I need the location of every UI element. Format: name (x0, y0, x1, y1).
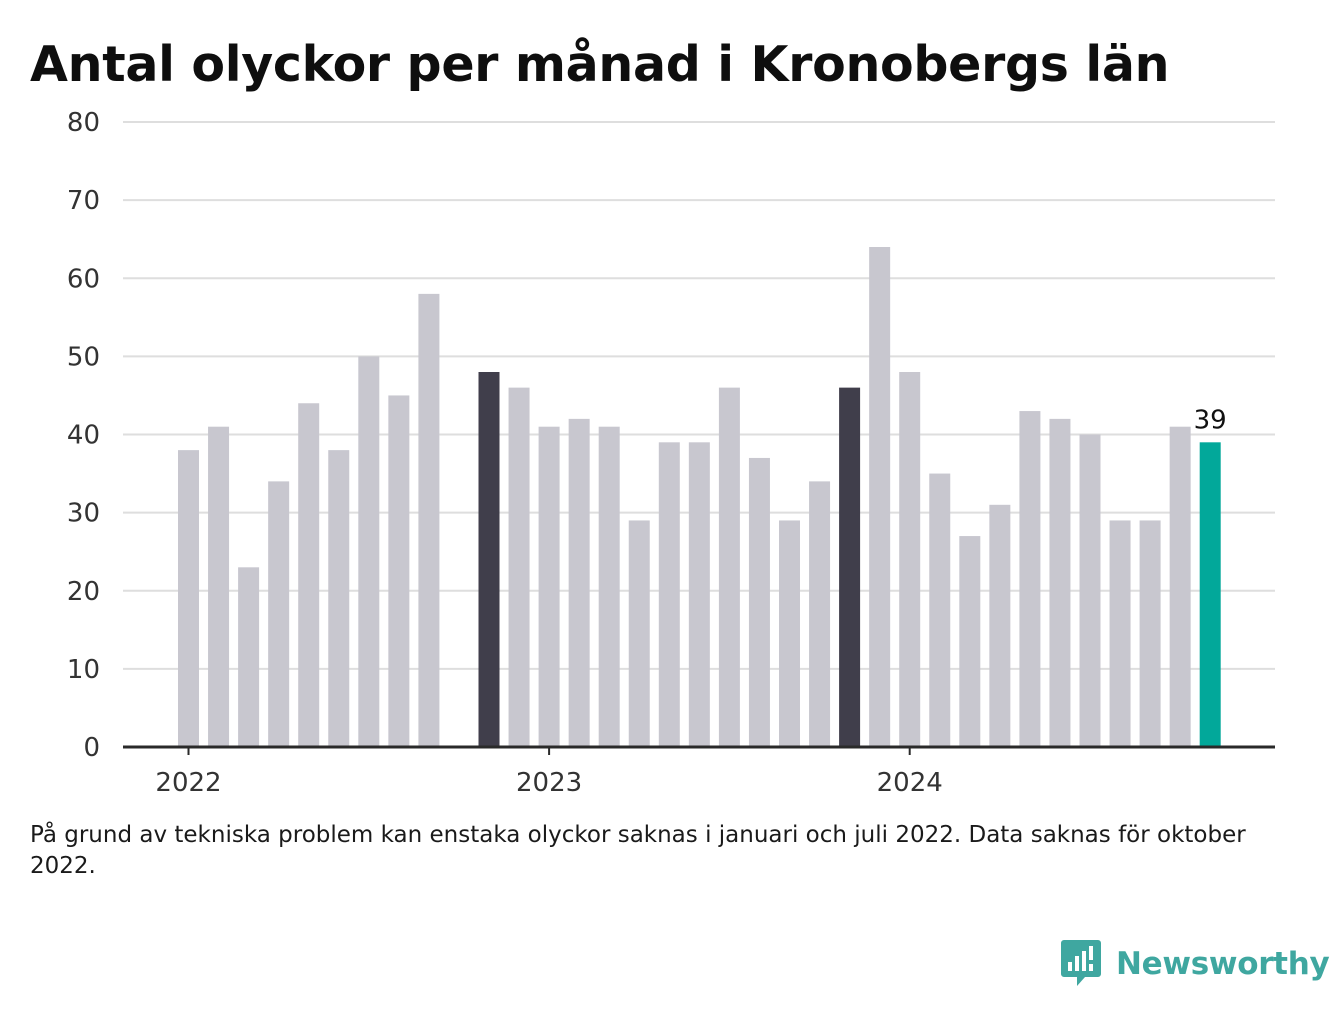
bar-2023-02 (568, 418, 590, 747)
footnote: På grund av tekniska problem kan enstaka… (30, 822, 1246, 879)
bar-2022-04 (268, 481, 290, 747)
chart-title: Antal olyckor per månad i Kronobergs län (30, 36, 1170, 93)
bar-2024-02 (929, 473, 951, 747)
bar-2023-05 (658, 442, 680, 747)
brand-name: Newsworthy (1116, 946, 1330, 982)
y-tick-label-60: 60 (67, 264, 100, 294)
y-tick-label-30: 30 (67, 499, 100, 529)
bar-2023-03 (598, 426, 620, 747)
bar-2022-01 (178, 450, 199, 747)
bar-2022-07 (358, 356, 380, 747)
bar-2023-01 (538, 426, 560, 747)
bar-2023-10 (809, 481, 831, 747)
bar-2024-09 (1139, 520, 1161, 747)
bar-2022-05 (298, 403, 320, 747)
x-tick-label-2022: 2022 (155, 768, 221, 798)
bar-2024-10 (1169, 426, 1191, 747)
bar-2022-08 (388, 395, 410, 747)
bar-2023-04 (628, 520, 650, 747)
y-tick-label-70: 70 (67, 186, 100, 216)
bar-2024-03 (959, 536, 981, 747)
bar-2024-05 (1019, 411, 1041, 747)
y-tick-label-50: 50 (67, 342, 100, 372)
y-tick-label-10: 10 (67, 655, 100, 685)
bar-2022-03 (238, 567, 260, 747)
bar-2022-02 (208, 426, 230, 747)
y-axis: 0 10 20 30 40 50 60 70 80 (67, 108, 100, 763)
bar-2024-11 (1199, 442, 1221, 747)
x-axis: 2022 2023 2024 (123, 745, 1275, 798)
x-tick-label-2023: 2023 (516, 768, 582, 798)
bar-2024-08 (1109, 520, 1131, 747)
data-labels: 39 (1194, 405, 1227, 435)
bars (178, 247, 1221, 747)
data-label-2024-11: 39 (1194, 405, 1227, 435)
bar-2022-06 (328, 450, 350, 747)
bar-2024-07 (1079, 434, 1101, 747)
bar-2023-08 (748, 457, 770, 747)
bar-2024-04 (989, 504, 1011, 747)
bar-2023-06 (688, 442, 710, 747)
bar-2023-07 (718, 387, 740, 747)
bar-2023-09 (779, 520, 800, 747)
bar-2024-06 (1049, 418, 1071, 747)
bar-2023-12 (869, 247, 891, 747)
bar-chart: 0 10 20 30 40 50 60 70 80 39 2022 2023 2024 (67, 108, 1275, 798)
bar-2022-11 (478, 372, 500, 747)
bar-2023-11 (839, 387, 861, 747)
bar-chart-speech-bubble-icon (1061, 940, 1101, 986)
bar-2022-09 (418, 293, 440, 747)
brand-logo: Newsworthy (1060, 938, 1330, 990)
x-tick-label-2024: 2024 (877, 768, 943, 798)
y-tick-label-80: 80 (67, 108, 100, 138)
y-tick-label-0: 0 (83, 733, 100, 763)
y-tick-label-40: 40 (67, 421, 100, 451)
y-tick-label-20: 20 (67, 577, 100, 607)
bar-2022-12 (508, 387, 530, 747)
bar-2024-01 (899, 372, 921, 747)
